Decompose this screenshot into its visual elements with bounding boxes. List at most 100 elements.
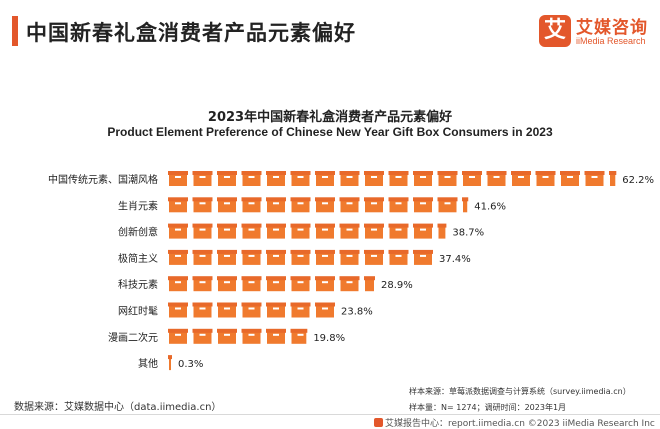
- gift-box-ribbon: [273, 281, 279, 284]
- gift-box-ribbon: [175, 202, 181, 205]
- gift-box-icon: [315, 223, 335, 239]
- gift-box-ribbon: [567, 176, 573, 178]
- gift-box-body: [169, 226, 187, 239]
- gift-box-lid: [560, 171, 580, 175]
- gift-box-icon: [217, 249, 237, 265]
- gift-box-icon: [584, 171, 605, 186]
- gift-box-lid: [364, 276, 375, 281]
- category-label: 其他: [138, 357, 158, 370]
- gift-box-body: [242, 252, 261, 265]
- value-label: 19.8%: [313, 333, 345, 344]
- gift-box-body: [340, 252, 359, 265]
- logo-mark-icon: 艾: [539, 15, 571, 47]
- gift-box-ribbon: [248, 281, 255, 284]
- gift-box-body: [561, 174, 579, 186]
- gift-box-ribbon: [273, 202, 279, 205]
- gift-box-body: [438, 226, 446, 239]
- gift-box-icon: [339, 197, 360, 213]
- gift-box-lid: [290, 171, 311, 175]
- gift-box-lid: [437, 197, 458, 202]
- gift-box-icon: [315, 276, 335, 292]
- gift-box-lid: [413, 249, 433, 254]
- gift-box-lid: [290, 249, 311, 254]
- gift-box-lid: [217, 249, 237, 254]
- gift-box-icon: [315, 302, 335, 318]
- gift-box-icon: [290, 197, 311, 213]
- gift-box-ribbon: [199, 228, 206, 231]
- gift-box-icon: [364, 171, 384, 186]
- gift-box-icon: [290, 302, 311, 318]
- gift-box-body: [291, 279, 310, 292]
- footer: 艾媒报告中心：report.iimedia.cn ©2023 iiMedia R…: [374, 416, 655, 429]
- category-label: 中国传统元素、国潮风格: [48, 173, 158, 186]
- gift-box-lid: [241, 302, 262, 307]
- gift-box-body: [193, 331, 212, 344]
- logo-name-cn: 艾媒咨询: [576, 18, 648, 38]
- gift-box-body: [340, 226, 359, 239]
- gift-box-body: [218, 279, 236, 292]
- gift-box-icon: [486, 171, 507, 186]
- gift-box-lid: [290, 197, 311, 202]
- gift-box-lid: [486, 171, 507, 175]
- category-label: 创新创意: [118, 226, 158, 239]
- gift-box-lid: [217, 276, 237, 281]
- gift-box-lid: [290, 276, 311, 281]
- gift-box-ribbon: [297, 228, 304, 231]
- gift-box-ribbon: [248, 333, 255, 336]
- gift-box-ribbon: [322, 254, 328, 257]
- gift-box-icon: [339, 249, 360, 265]
- gift-box-body: [610, 174, 616, 186]
- gift-box-lid: [266, 197, 286, 202]
- gift-box-lid: [584, 171, 605, 175]
- gift-box-body: [169, 358, 171, 371]
- gift-box-icon: [168, 355, 172, 371]
- gift-box-ribbon: [224, 333, 230, 336]
- gift-box-lid: [168, 197, 188, 202]
- gift-box-lid: [364, 223, 384, 228]
- gift-box-icon: [168, 302, 188, 318]
- gift-box-icon: [217, 171, 237, 186]
- gift-box-body: [365, 174, 383, 186]
- gift-box-icon: [217, 223, 237, 239]
- gift-box-body: [291, 252, 310, 265]
- gift-box-icon: [462, 171, 482, 186]
- gift-box-ribbon: [322, 307, 328, 310]
- gift-box-ribbon: [248, 307, 255, 310]
- gift-box-body: [316, 226, 334, 239]
- gift-box-icon: [560, 171, 580, 186]
- gift-box-icon: [388, 249, 409, 265]
- gift-box-lid: [217, 197, 237, 202]
- gift-box-body: [316, 174, 334, 186]
- gift-box-icon: [192, 171, 213, 186]
- gift-box-body: [316, 279, 334, 292]
- gift-box-ribbon: [199, 176, 206, 178]
- gift-box-lid: [315, 249, 335, 254]
- gift-box-body: [414, 226, 432, 239]
- sample-notes: 样本来源：草莓派数据调查与计算系统（survey.iimedia.cn） 样本量…: [409, 384, 631, 416]
- gift-box-icon: [168, 171, 188, 186]
- category-label: 生肖元素: [118, 199, 158, 212]
- gift-box-ribbon: [273, 228, 279, 231]
- value-label: 28.9%: [381, 280, 413, 291]
- gift-box-icon: [168, 328, 188, 344]
- gift-box-icon: [388, 197, 409, 213]
- gift-box-ribbon: [420, 202, 426, 205]
- gift-box-ribbon: [224, 228, 230, 231]
- gift-box-ribbon: [297, 281, 304, 284]
- gift-box-body: [389, 226, 408, 239]
- gift-box-ribbon: [395, 202, 402, 205]
- category-label: 科技元素: [118, 278, 158, 291]
- gift-box-icon: [192, 197, 213, 213]
- gift-box-lid: [437, 171, 458, 175]
- gift-box-lid: [290, 223, 311, 228]
- gift-box-icon: [241, 197, 262, 213]
- gift-box-ribbon: [175, 333, 181, 336]
- gift-box-lid: [315, 197, 335, 202]
- gift-box-lid: [266, 249, 286, 254]
- sample-size-note: 样本量：N= 1274；调研时间：2023年1月: [409, 403, 567, 412]
- gift-box-icon: [168, 197, 188, 213]
- gift-box-lid: [168, 328, 188, 333]
- gift-box-lid: [217, 302, 237, 307]
- gift-box-icon: [437, 171, 458, 186]
- gift-box-body: [267, 279, 285, 292]
